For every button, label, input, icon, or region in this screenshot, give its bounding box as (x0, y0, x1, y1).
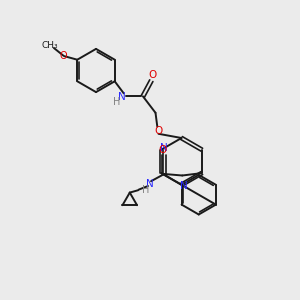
Text: O: O (149, 70, 157, 80)
Text: H: H (142, 184, 149, 195)
Text: H: H (113, 97, 121, 107)
Text: O: O (59, 50, 67, 61)
Text: CH₃: CH₃ (42, 40, 58, 50)
Text: N: N (180, 181, 188, 191)
Text: N: N (146, 179, 154, 189)
Text: O: O (158, 145, 166, 155)
Text: O: O (154, 126, 163, 136)
Text: N: N (160, 143, 167, 153)
Text: N: N (118, 92, 126, 102)
